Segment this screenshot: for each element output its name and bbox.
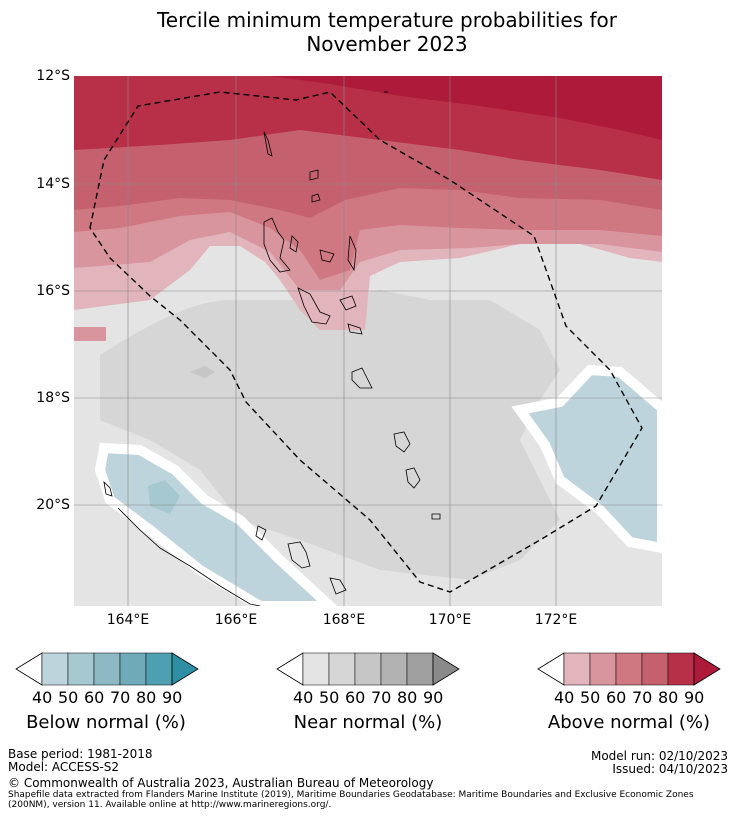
issued-date: Issued: 04/10/2023 [612,762,728,776]
below-tick-60: 60 [84,688,105,707]
colorbar-near-normal [276,652,460,686]
near-tick-40: 40 [293,688,314,707]
below-colorbar-box-3 [119,652,147,686]
above-tick-70: 70 [632,688,653,707]
near-normal-label: Near normal (%) [293,712,443,733]
shapefile-credit-line-1: Shapefile data extracted from Flanders M… [8,790,694,800]
colorbar-above-normal [537,652,721,686]
above-colorbar-box-0 [563,652,591,686]
lat-label-16s: 16°S [36,283,70,299]
title-line-2: November 2023 [306,32,468,56]
near-colorbar-low-arrow [276,652,304,686]
lat-label-14s: 14°S [36,176,70,192]
model-name: Model: ACCESS-S2 [8,760,120,774]
below-normal-label: Below normal (%) [26,712,186,733]
near-normal-60-spot [190,366,215,378]
above-colorbar-box-4 [667,652,695,686]
below-normal-50-spot [148,480,180,514]
shapefile-credit: Shapefile data extracted from Flanders M… [8,790,728,810]
lon-label-168e: 168°E [322,612,366,628]
above-colorbar-box-1 [589,652,617,686]
near-colorbar-box-2 [354,652,382,686]
below-colorbar-high-arrow [171,652,199,686]
above-tick-90: 90 [684,688,705,707]
above-normal-90-region [270,76,662,140]
copyright: © Commonwealth of Australia 2023, Austra… [8,776,434,790]
below-colorbar-box-0 [41,652,69,686]
above-tick-50: 50 [580,688,601,707]
below-colorbar-box-1 [67,652,95,686]
lon-label-166e: 166°E [214,612,258,628]
eez-boundary [89,91,643,593]
below-tick-70: 70 [110,688,131,707]
lat-label-18s: 18°S [36,390,70,406]
model-run: Model run: 02/10/2023 [590,749,728,763]
near-colorbar-box-3 [380,652,408,686]
below-tick-90: 90 [162,688,183,707]
above-colorbar-box-2 [615,652,643,686]
near-tick-60: 60 [345,688,366,707]
map-title: Tercile minimum temperature probabilitie… [0,8,736,56]
colorbar-below-normal [15,652,199,686]
lon-label-172e: 172°E [534,612,578,628]
lat-label-12s: 12°S [36,68,70,84]
above-normal-label: Above normal (%) [547,712,711,733]
near-colorbar-box-0 [302,652,330,686]
lon-label-170e: 170°E [428,612,472,628]
title-line-1: Tercile minimum temperature probabilitie… [156,8,618,32]
near-colorbar-high-arrow [432,652,460,686]
below-tick-40: 40 [32,688,53,707]
shapefile-credit-line-2: (200NM), version 11. Available online at… [8,800,332,810]
lat-label-20s: 20°S [36,497,70,513]
below-tick-50: 50 [58,688,79,707]
near-tick-70: 70 [371,688,392,707]
coastlines [103,91,441,606]
near-tick-90: 90 [423,688,444,707]
near-tick-50: 50 [319,688,340,707]
colorbar-strip [15,652,721,686]
near-tick-80: 80 [397,688,418,707]
near-normal-50-region [100,290,560,580]
below-normal-east-region [511,364,662,554]
above-tick-60: 60 [606,688,627,707]
above-tick-80: 80 [658,688,679,707]
below-colorbar-box-4 [145,652,173,686]
above-tick-40: 40 [554,688,575,707]
lon-label-164e: 164°E [106,612,150,628]
map-area: 12°S 14°S 16°S 18°S 20°S 164°E 166°E 168… [36,68,662,628]
near-colorbar-box-4 [406,652,434,686]
probability-map [74,76,662,606]
above-normal-west-patch [74,327,106,341]
below-colorbar-low-arrow [15,652,43,686]
above-colorbar-high-arrow [693,652,721,686]
above-colorbar-box-3 [641,652,669,686]
above-colorbar-low-arrow [537,652,565,686]
base-period: Base period: 1981-2018 [8,747,153,761]
below-colorbar-box-2 [93,652,121,686]
near-colorbar-box-1 [328,652,356,686]
below-tick-80: 80 [136,688,157,707]
